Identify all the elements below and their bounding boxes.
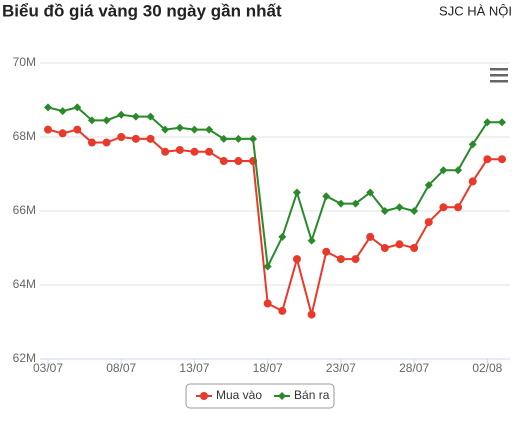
y-tick-label: 64M [13, 277, 36, 291]
point [117, 110, 126, 119]
point [468, 177, 477, 186]
point [307, 236, 316, 245]
legend-item[interactable]: Bán ra [274, 388, 330, 402]
point [292, 255, 301, 264]
point [175, 123, 184, 132]
legend-label: Mua vào [216, 388, 262, 402]
point [366, 188, 375, 197]
point [131, 112, 140, 121]
point [146, 134, 155, 143]
point [454, 166, 463, 175]
x-tick-label: 28/07 [399, 361, 429, 375]
point [146, 112, 155, 121]
point [219, 134, 228, 143]
point [439, 203, 448, 212]
point [483, 155, 492, 164]
legend-item[interactable]: Mua vào [196, 388, 262, 402]
y-tick-label: 66M [13, 203, 36, 217]
point [263, 262, 272, 271]
point [234, 134, 243, 143]
point [87, 116, 96, 125]
point [424, 181, 433, 190]
x-tick-label: 18/07 [253, 361, 283, 375]
point [102, 116, 111, 125]
legend-label: Bán ra [294, 388, 330, 402]
point [190, 147, 199, 156]
point [87, 138, 96, 147]
point [498, 155, 506, 164]
x-tick-label: 03/07 [33, 361, 63, 375]
y-tick-label: 68M [13, 129, 36, 143]
point [234, 157, 243, 166]
point [380, 207, 389, 215]
point [351, 255, 360, 264]
legend-marker [278, 392, 287, 400]
series-line [47, 128, 502, 315]
point [278, 306, 287, 315]
chart-title: Biểu đồ giá vàng 30 ngày gần nhất [2, 1, 282, 20]
point [161, 125, 170, 134]
point [424, 218, 433, 227]
point [380, 244, 389, 252]
point [249, 134, 258, 143]
point [58, 107, 67, 116]
menu-icon[interactable] [490, 68, 508, 83]
point [44, 103, 52, 112]
menu-bar [490, 74, 508, 77]
point [395, 240, 404, 249]
point [292, 188, 301, 197]
point [117, 133, 126, 141]
point [351, 199, 360, 208]
point [366, 232, 375, 241]
x-tick-label: 23/07 [326, 361, 356, 375]
point [410, 244, 419, 252]
point [483, 118, 492, 127]
point [410, 207, 419, 215]
point [44, 125, 52, 134]
point [263, 299, 272, 308]
point [131, 134, 140, 143]
point [307, 310, 316, 319]
menu-bar [490, 80, 508, 83]
point [219, 157, 228, 166]
point [468, 140, 477, 149]
x-tick-label: 02/08 [472, 361, 502, 375]
y-tick-label: 62M [13, 351, 36, 365]
legend-box [185, 383, 335, 409]
point [205, 125, 214, 134]
point [454, 203, 463, 212]
point [498, 118, 506, 127]
legend-marker [200, 392, 208, 400]
chart-subtitle: SJC HÀ NỘI [439, 3, 512, 18]
point [190, 125, 199, 134]
point [58, 129, 67, 138]
point [336, 255, 345, 264]
point [161, 147, 170, 156]
y-tick-label: 70M [13, 55, 36, 69]
series-line [47, 106, 502, 270]
menu-bar [490, 68, 508, 71]
point [73, 125, 82, 134]
point [322, 247, 331, 256]
x-tick-label: 08/07 [106, 361, 136, 375]
point [322, 192, 331, 201]
point [439, 166, 448, 175]
point [102, 138, 111, 147]
point [278, 232, 287, 241]
point [395, 203, 404, 212]
point [175, 145, 184, 154]
point [205, 147, 214, 156]
x-tick-label: 13/07 [179, 361, 209, 375]
point [73, 103, 82, 112]
point [336, 199, 345, 208]
